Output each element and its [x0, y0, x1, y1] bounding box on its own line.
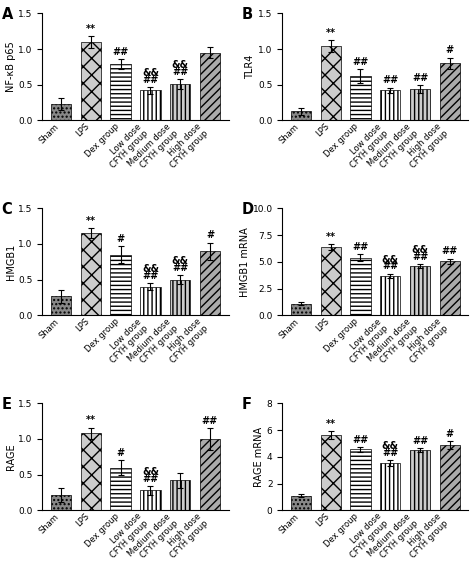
- Bar: [140, 490, 161, 510]
- Y-axis label: HMGB1: HMGB1: [6, 244, 16, 280]
- Text: &&: &&: [382, 255, 399, 264]
- Text: **: **: [326, 232, 336, 242]
- Bar: [200, 251, 220, 315]
- Text: &&: &&: [142, 68, 159, 78]
- Bar: [170, 84, 191, 120]
- Text: ##: ##: [172, 263, 188, 274]
- Text: &&: &&: [142, 467, 159, 477]
- Text: ##: ##: [112, 47, 129, 57]
- Text: ##: ##: [142, 271, 158, 281]
- Text: ##: ##: [202, 416, 218, 426]
- Text: ##: ##: [142, 474, 158, 484]
- Bar: [320, 247, 341, 315]
- Text: &&: &&: [411, 245, 428, 255]
- Text: C: C: [1, 202, 12, 217]
- Text: **: **: [326, 29, 336, 38]
- Text: #: #: [117, 234, 125, 244]
- Text: #: #: [117, 448, 125, 459]
- Bar: [110, 64, 131, 120]
- Bar: [81, 234, 101, 315]
- Text: ##: ##: [412, 252, 428, 262]
- Text: ##: ##: [172, 67, 188, 77]
- Bar: [350, 76, 371, 120]
- Text: &&: &&: [382, 441, 399, 451]
- Bar: [81, 42, 101, 120]
- Text: ##: ##: [142, 75, 158, 85]
- Bar: [350, 449, 371, 510]
- Text: **: **: [86, 24, 96, 34]
- Text: ##: ##: [382, 448, 398, 458]
- Text: **: **: [86, 216, 96, 226]
- Bar: [170, 280, 191, 315]
- Text: E: E: [1, 397, 11, 412]
- Text: ##: ##: [412, 436, 428, 446]
- Y-axis label: NF-κB p65: NF-κB p65: [6, 42, 16, 93]
- Bar: [440, 63, 460, 120]
- Text: ##: ##: [352, 242, 369, 252]
- Text: D: D: [241, 202, 254, 217]
- Bar: [140, 287, 161, 315]
- Text: ##: ##: [352, 435, 369, 445]
- Bar: [51, 296, 71, 315]
- Bar: [380, 276, 401, 315]
- Bar: [51, 494, 71, 510]
- Text: ##: ##: [382, 262, 398, 271]
- Text: &&: &&: [172, 60, 189, 70]
- Bar: [440, 262, 460, 315]
- Text: ##: ##: [412, 73, 428, 83]
- Text: A: A: [1, 7, 13, 22]
- Y-axis label: TLR4: TLR4: [246, 55, 255, 79]
- Text: #: #: [446, 46, 454, 55]
- Text: ##: ##: [382, 75, 398, 86]
- Bar: [291, 304, 311, 315]
- Bar: [320, 46, 341, 120]
- Text: ##: ##: [442, 247, 458, 256]
- Bar: [410, 266, 430, 315]
- Text: **: **: [326, 419, 336, 429]
- Bar: [291, 111, 311, 120]
- Bar: [110, 468, 131, 510]
- Y-axis label: RAGE mRNA: RAGE mRNA: [254, 427, 264, 487]
- Text: B: B: [241, 7, 253, 22]
- Text: #: #: [206, 231, 214, 240]
- Bar: [81, 433, 101, 510]
- Bar: [170, 480, 191, 510]
- Bar: [140, 90, 161, 120]
- Bar: [350, 258, 371, 315]
- Text: **: **: [86, 415, 96, 425]
- Bar: [380, 463, 401, 510]
- Text: &&: &&: [172, 256, 189, 266]
- Bar: [410, 450, 430, 510]
- Text: ##: ##: [352, 57, 369, 67]
- Bar: [410, 89, 430, 120]
- Y-axis label: HMGB1 mRNA: HMGB1 mRNA: [240, 227, 250, 297]
- Bar: [200, 439, 220, 510]
- Text: #: #: [446, 429, 454, 439]
- Bar: [200, 53, 220, 120]
- Bar: [110, 255, 131, 315]
- Bar: [51, 104, 71, 120]
- Bar: [291, 496, 311, 510]
- Text: F: F: [241, 397, 251, 412]
- Bar: [380, 90, 401, 120]
- Y-axis label: RAGE: RAGE: [6, 444, 16, 470]
- Text: &&: &&: [142, 264, 159, 274]
- Bar: [440, 445, 460, 510]
- Bar: [320, 435, 341, 510]
